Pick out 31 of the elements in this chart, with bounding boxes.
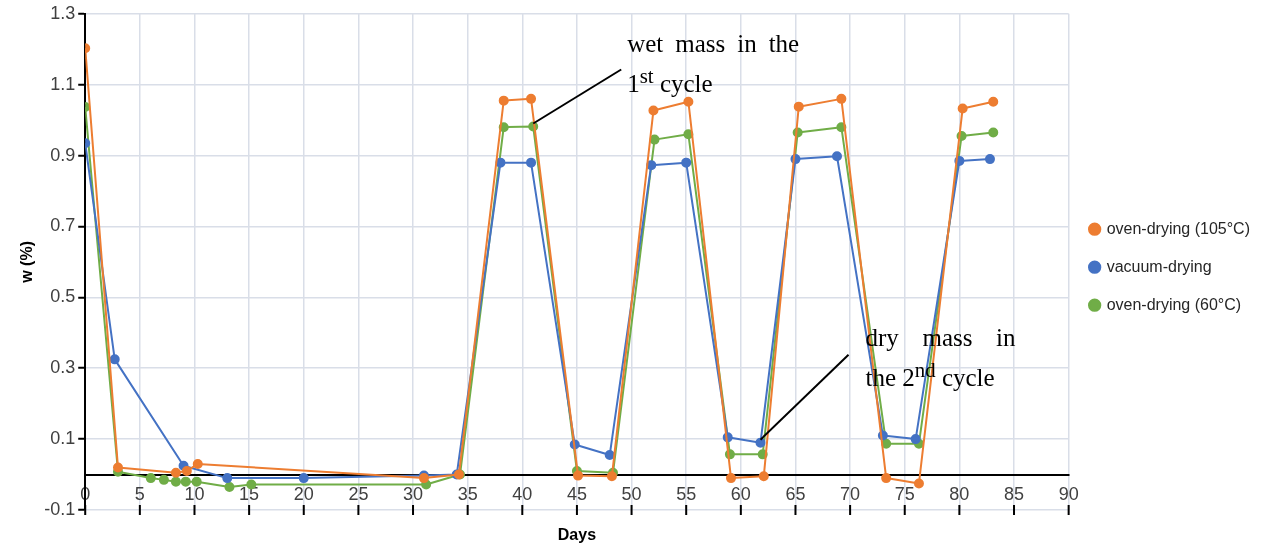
x-tick-label: 60 (730, 484, 751, 505)
x-tick-label: 25 (348, 484, 369, 505)
legend-label: vacuum-drying (1106, 257, 1212, 275)
x-axis-title: Days (557, 526, 597, 543)
x-tick-label: 20 (293, 484, 314, 505)
y-tick-label: 0.5 (50, 286, 76, 307)
y-tick-label: 0.3 (50, 357, 76, 378)
x-tick-label: 80 (949, 484, 970, 505)
y-tick-label: 0.1 (50, 428, 76, 449)
x-tick-label: 30 (403, 484, 424, 505)
y-tick-label: -0.1 (44, 498, 76, 519)
x-tick-label: 40 (512, 484, 533, 505)
legend-label: oven-drying (60°C) (1106, 295, 1242, 313)
x-tick-label: 90 (1058, 484, 1079, 505)
y-tick-label: 1.1 (50, 73, 76, 94)
x-tick-label: 65 (785, 484, 806, 505)
x-tick-label: 75 (894, 484, 915, 505)
y-tick-label: 1.3 (50, 2, 76, 23)
x-tick-label: 35 (457, 484, 478, 505)
y-tick-label: 0.7 (50, 215, 76, 236)
legend-label: oven-drying (105°C) (1106, 219, 1251, 237)
x-tick-label: 55 (676, 484, 697, 505)
x-tick-label: 85 (1004, 484, 1025, 505)
x-tick-label: 5 (134, 484, 145, 505)
x-tick-label: 10 (184, 484, 205, 505)
x-tick-label: 70 (840, 484, 861, 505)
x-tick-label: 45 (566, 484, 587, 505)
x-tick-label: 50 (621, 484, 642, 505)
y-tick-label: 0.9 (50, 144, 76, 165)
annotation: wet mass in the 1$^{st}$ cycle (627, 28, 800, 99)
y-axis-title: w (%) (18, 241, 36, 284)
